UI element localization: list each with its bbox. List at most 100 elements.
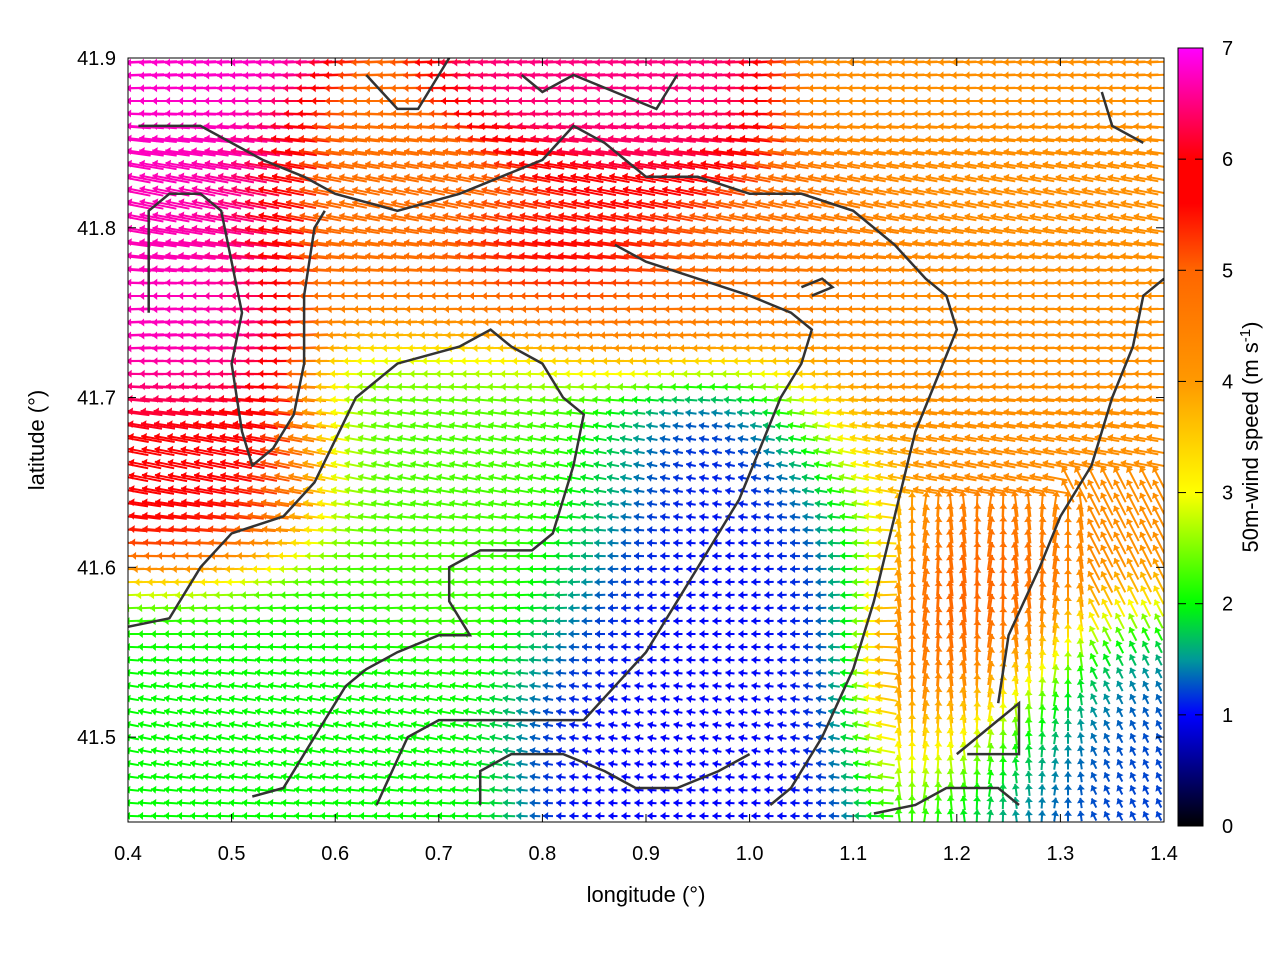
wind-arrow-head [847,97,853,105]
wind-arrow-head [230,97,236,105]
wind-arrow-head [886,369,892,378]
wind-arrow-head [742,318,749,327]
wind-arrow-head [794,58,800,67]
wind-arrow-head [377,71,383,80]
wind-arrow-head [417,147,423,156]
wind-arrow-head [257,318,263,327]
wind-arrow-shaft [285,162,317,170]
wind-arrow-head [1120,278,1126,287]
wind-arrow-head [1003,344,1009,353]
wind-arrow-head [874,395,880,404]
wind-arrow-head [847,292,852,300]
wind-arrow-head [873,135,879,144]
wind-arrow-head [312,147,318,156]
wind-arrow-head [315,357,321,366]
wind-arrow-head [821,135,827,144]
wind-arrow-head [1133,84,1139,93]
wind-arrow-head [650,265,656,274]
wind-arrow-head [594,71,600,80]
wind-arrow-head [442,199,449,208]
wind-arrow-head [287,382,293,391]
wind-arrow-head [217,278,223,287]
wind-arrow-head [912,344,918,353]
wind-arrow-head [990,58,996,67]
wind-arrow-head [569,134,575,143]
wind-arrow-head [693,357,699,366]
wind-arrow-head [139,185,146,194]
wind-arrow-head [938,173,945,182]
wind-arrow-head [1133,395,1139,404]
wind-arrow-head [231,159,237,168]
wind-arrow-head [912,292,918,300]
wind-arrow-head [128,382,133,391]
wind-arrow-head [524,357,530,366]
wind-arrow-head [269,58,275,67]
wind-arrow-head [285,252,292,260]
wind-arrow-head [191,318,197,327]
wind-arrow-head [404,199,410,208]
wind-arrow-head [431,318,437,327]
wind-arrow-head [504,122,510,131]
wind-arrow-head [703,292,709,300]
wind-arrow-head [453,109,460,118]
wind-arrow-head [298,134,304,143]
wind-arrow-head [689,199,695,207]
wind-arrow-head [1042,382,1048,391]
wind-arrow-head [1133,160,1140,169]
wind-arrow-head [1068,318,1074,327]
wind-arrow-head [938,122,944,131]
wind-arrow-head [1016,292,1022,300]
wind-arrow-head [452,71,458,80]
wind-arrow-head [259,420,266,429]
wind-arrow-head [206,407,212,416]
wind-arrow-head [531,147,537,156]
wind-arrow-head [899,109,905,118]
wind-arrow-head [339,225,345,234]
wind-arrow-head [613,331,619,340]
wind-arrow-head [1081,369,1087,378]
wind-arrow-head [282,58,288,67]
wind-arrow-head [556,122,562,131]
wind-arrow-head [1107,318,1113,327]
wind-arrow-head [964,278,970,287]
wind-arrow-head [501,395,507,404]
wind-arrow-head [455,265,461,274]
wind-arrow-head [152,318,158,327]
wind-arrow-head [977,97,983,105]
wind-arrow-head [391,252,397,261]
wind-arrow-head [330,408,337,417]
wind-arrow-head [769,331,775,340]
wind-arrow-head [299,212,306,221]
wind-arrow-head [938,344,944,353]
wind-arrow-head [256,71,262,80]
wind-arrow-head [834,135,840,144]
wind-arrow-head [951,278,957,287]
wind-arrow-head [821,122,827,131]
wind-arrow-shaft [152,137,190,143]
wind-arrow-head [1055,109,1061,118]
wind-arrow-head [597,238,603,247]
wind-arrow-head [232,420,239,429]
wind-arrow-head [582,147,588,156]
wind-arrow-head [165,238,171,247]
wind-arrow-head [324,71,330,80]
wind-arrow-head [951,58,957,67]
wind-arrow-head [1055,199,1062,208]
wind-arrow-head [1120,122,1126,131]
wind-arrow-head [663,212,669,221]
wind-arrow-head [416,225,423,234]
wind-arrow-head [543,134,549,143]
wind-arrow-head [794,225,801,234]
wind-arrow-shaft [285,201,317,209]
wind-arrow-head [191,224,198,233]
wind-arrow-head [1107,369,1113,378]
wind-arrow-head [370,395,377,404]
wind-arrow-head [951,212,958,221]
wind-arrow-head [608,134,614,143]
wind-arrow-head [925,135,931,144]
wind-arrow-shaft [285,227,317,235]
wind-arrow-head [741,173,748,182]
wind-arrow-head [700,147,706,156]
wind-arrow-head [755,212,761,221]
wind-arrow-head [807,225,814,234]
